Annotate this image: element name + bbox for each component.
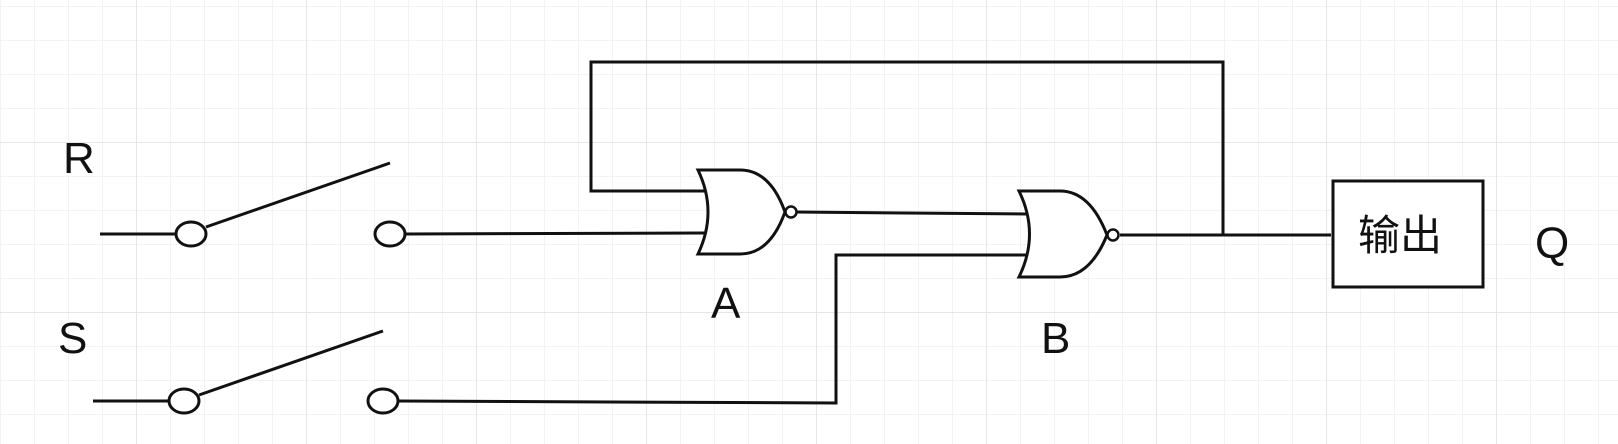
switch-s-terminal-left — [167, 387, 201, 415]
gate-a-invert-bubble — [784, 205, 798, 219]
label-gate-a: A — [711, 279, 741, 328]
label-gate-b: B — [1041, 314, 1070, 363]
wire-feedback-loop — [589, 60, 1225, 235]
gate-b-body — [1016, 189, 1109, 279]
switch-s — [93, 329, 400, 415]
output-box-label: 输出 — [1358, 211, 1442, 260]
gate-b-nor — [1016, 189, 1120, 279]
switch-r-terminal-right — [373, 220, 407, 248]
switch-r-lever — [205, 161, 391, 229]
switch-s-terminal-right — [366, 387, 400, 415]
gate-a-body — [695, 168, 787, 256]
wire-r-to-gate-a — [404, 231, 706, 236]
wire-s-to-gate-b — [397, 253, 1030, 405]
gate-b-invert-bubble — [1106, 228, 1120, 242]
switch-r-terminal-left — [174, 220, 208, 248]
switch-s-lever — [198, 329, 384, 397]
label-s: S — [58, 314, 87, 363]
output-box — [1331, 179, 1485, 289]
label-q: Q — [1535, 219, 1569, 268]
gate-a-nor — [695, 168, 798, 256]
label-r: R — [63, 134, 95, 183]
switch-r — [100, 161, 407, 248]
wire-a-to-gate-b — [793, 210, 1028, 216]
